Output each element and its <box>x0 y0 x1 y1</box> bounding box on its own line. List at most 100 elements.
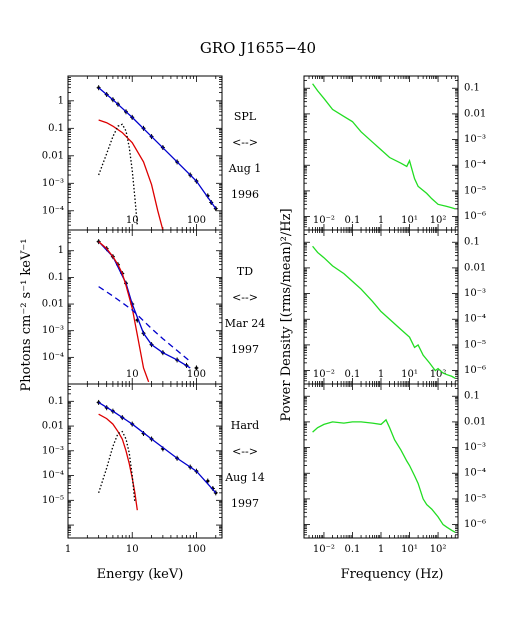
x-tick-label: 10² <box>430 369 447 380</box>
x-tick-label: 10 <box>126 544 139 555</box>
y-tick-label: 10⁻⁵ <box>464 339 486 350</box>
y-tick-label: 0.01 <box>464 108 486 119</box>
data-point <box>194 365 199 371</box>
right-x-axis-label: Frequency (Hz) <box>341 567 444 582</box>
series-group <box>96 399 218 511</box>
panel-spectrum-td: 1 0.1 0.01 10⁻³ 10⁻⁴ 10 100 <box>42 229 223 385</box>
series-line-solid <box>312 418 456 533</box>
x-tick-label: 0.1 <box>345 215 361 226</box>
state-year-td: 1997 <box>231 343 259 356</box>
series-line-dotted <box>98 430 136 503</box>
y-tick-label: 10⁻⁴ <box>464 160 486 171</box>
series-group <box>312 83 456 210</box>
x-tick-label: 10¹ <box>401 544 418 555</box>
state-date-hard: Aug 14 <box>224 471 265 484</box>
series-group <box>96 239 199 383</box>
series-line-solid <box>98 87 217 209</box>
x-tick-label: 1 <box>378 544 384 555</box>
series-line-dotted <box>98 123 138 226</box>
series-group <box>312 418 456 533</box>
state-year-spl: 1996 <box>231 188 259 201</box>
plot-frame <box>67 229 223 385</box>
plot-frame <box>303 75 459 231</box>
series-group <box>312 245 456 379</box>
x-tick-label: 10¹ <box>401 369 418 380</box>
plot-frame <box>67 75 223 231</box>
x-tick-label: 1 <box>378 369 384 380</box>
left-x-axis-label: Energy (keV) <box>97 567 184 582</box>
y-tick-label: 10⁻³ <box>42 445 64 456</box>
series-line-solid <box>98 413 138 511</box>
x-tick-label: 100 <box>187 215 206 226</box>
series-line-solid <box>98 241 150 383</box>
panel-pds-hard: 0.1 0.01 10⁻³ 10⁻⁴ 10⁻⁵ 10⁻⁶ 10⁻² 0.1 1 10¹ 10² <box>303 383 486 555</box>
y-tick-label: 1 <box>58 95 64 106</box>
y-tick-label: 10⁻³ <box>42 178 64 189</box>
x-tick-label: 0.1 <box>345 544 361 555</box>
panel-pds-spl: 0.1 0.01 10⁻³ 10⁻⁴ 10⁻⁵ 10⁻⁶ 10⁻² 0.1 1 10¹ 10² <box>303 75 486 231</box>
x-tick-label: 10² <box>430 544 447 555</box>
state-label-hard: Hard <box>231 419 259 432</box>
y-tick-label: 0.01 <box>464 262 486 273</box>
y-tick-label: 0.1 <box>464 237 480 248</box>
y-tick-label: 0.1 <box>48 396 64 407</box>
panel-pds-td: 0.1 0.01 10⁻³ 10⁻⁴ 10⁻⁵ 10⁻⁶ 10⁻² 0.1 1 10¹ 10² <box>303 229 486 385</box>
y-tick-label: 10⁻³ <box>464 288 486 299</box>
y-tick-label: 0.1 <box>464 83 480 94</box>
series-group <box>96 85 218 230</box>
y-tick-label: 10⁻⁴ <box>42 205 64 216</box>
state-date-spl: Aug 1 <box>228 162 262 175</box>
figure-title: GRO J1655−40 <box>200 39 316 57</box>
x-tick-label: 10⁻² <box>313 544 335 555</box>
y-tick-label: 1 <box>58 245 64 256</box>
y-tick-label: 0.01 <box>42 421 64 432</box>
y-tick-label: 10⁻⁵ <box>464 493 486 504</box>
x-tick-label: 10⁻² <box>313 215 335 226</box>
state-date-td: Mar 24 <box>225 317 266 330</box>
x-tick-label: 0.1 <box>345 369 361 380</box>
series-line-solid <box>98 401 217 494</box>
y-tick-label: 0.01 <box>42 150 64 161</box>
x-tick-label: 10 <box>126 369 139 380</box>
state-labels: SPL <--> Aug 1 1996 TD <--> Mar 24 1997 … <box>224 110 265 510</box>
state-label-spl: SPL <box>234 110 257 123</box>
y-tick-label: 10⁻³ <box>42 325 64 336</box>
x-tick-label: 10⁻² <box>313 369 335 380</box>
y-tick-label: 10⁻³ <box>464 442 486 453</box>
right-y-axis-label: Power Density [(rms/mean)²/Hz] <box>279 208 294 421</box>
plot-frame <box>67 383 223 539</box>
plot-frame <box>303 383 459 539</box>
y-tick-label: 10⁻⁴ <box>464 468 486 479</box>
x-tick-label: 100 <box>187 544 206 555</box>
y-tick-label: 0.1 <box>464 391 480 402</box>
panel-spectrum-hard: 0.1 0.01 10⁻³ 10⁻⁴ 10⁻⁵ 1 10 100 <box>42 383 223 555</box>
y-tick-label: 0.01 <box>464 416 486 427</box>
x-tick-label: 100 <box>187 369 206 380</box>
left-y-axis-label: Photons cm⁻² s⁻¹ keV⁻¹ <box>19 239 34 392</box>
x-tick-label: 1 <box>65 544 71 555</box>
state-year-hard: 1997 <box>231 497 259 510</box>
x-tick-label: 1 <box>378 215 384 226</box>
y-tick-label: 10⁻⁴ <box>42 352 64 363</box>
y-tick-label: 0.01 <box>42 299 64 310</box>
series-line-dashed <box>98 286 191 362</box>
state-arrow-td: <--> <box>232 291 258 304</box>
plot-frame <box>303 229 459 385</box>
y-tick-label: 0.1 <box>48 123 64 134</box>
state-arrow-hard: <--> <box>232 445 258 458</box>
y-tick-label: 0.1 <box>48 272 64 283</box>
y-tick-label: 10⁻⁵ <box>42 495 64 506</box>
y-tick-label: 10⁻³ <box>464 134 486 145</box>
x-tick-label: 10 <box>126 215 139 226</box>
x-tick-label: 10² <box>430 215 447 226</box>
y-tick-label: 10⁻⁴ <box>464 314 486 325</box>
series-line-solid <box>98 119 164 230</box>
y-tick-label: 10⁻⁴ <box>42 470 64 481</box>
panel-spectrum-spl: 1 0.1 0.01 10⁻³ 10⁻⁴ 10 100 <box>42 75 223 231</box>
series-line-solid <box>312 245 456 379</box>
state-arrow-spl: <--> <box>232 136 258 149</box>
series-line-solid <box>312 83 456 210</box>
state-label-td: TD <box>237 265 253 278</box>
data-point <box>205 478 210 484</box>
